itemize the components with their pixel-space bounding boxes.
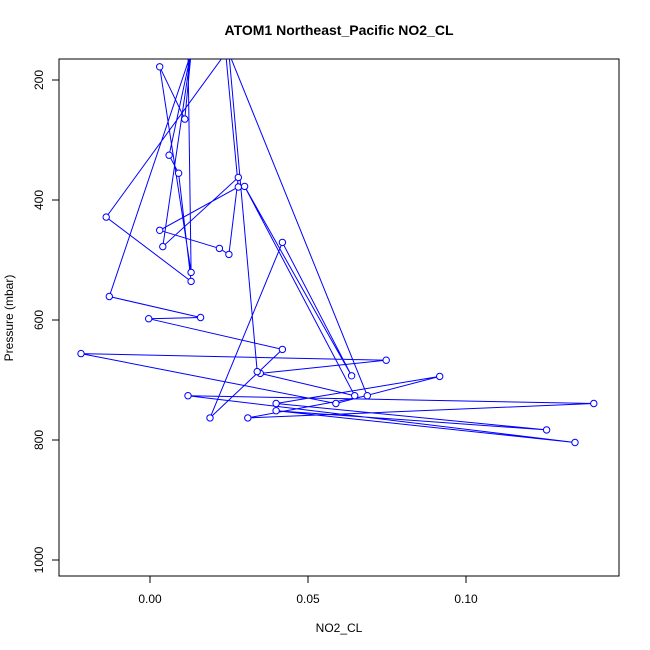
data-point xyxy=(240,182,249,191)
data-point xyxy=(272,407,280,415)
y-tick-label: 400 xyxy=(32,190,46,210)
data-point xyxy=(253,367,261,376)
data-point xyxy=(363,392,371,400)
x-axis-label: NO2_CL xyxy=(316,621,363,635)
y-axis: 200 400 600 800 1000 Pressure (mbar) xyxy=(2,70,60,573)
data-point xyxy=(244,414,252,422)
data-point xyxy=(105,292,114,301)
data-point xyxy=(436,372,444,381)
data-point xyxy=(234,183,243,191)
data-point xyxy=(351,392,359,400)
data-point xyxy=(174,169,183,177)
data-point xyxy=(187,277,195,286)
y-axis-label: Pressure (mbar) xyxy=(2,275,16,362)
data-point xyxy=(156,63,164,71)
data-point xyxy=(223,50,229,56)
data-point xyxy=(347,372,356,380)
data-point xyxy=(225,250,233,259)
x-tick-label: 0.10 xyxy=(454,592,478,606)
series-line xyxy=(80,59,594,443)
data-point xyxy=(185,50,191,56)
x-axis: 0.00 0.05 0.10 NO2_CL xyxy=(138,575,478,635)
data-point xyxy=(278,345,287,354)
data-point xyxy=(165,151,173,159)
y-tick-label: 1000 xyxy=(32,546,46,573)
data-point xyxy=(145,315,153,323)
data-point xyxy=(571,438,579,447)
y-tick-label: 600 xyxy=(32,310,46,330)
data-point xyxy=(77,349,85,358)
y-tick-label: 200 xyxy=(32,70,46,90)
data-point xyxy=(102,213,110,221)
data-point xyxy=(188,50,194,56)
y-tick-label: 800 xyxy=(32,430,46,450)
data-point xyxy=(332,399,340,408)
x-tick-label: 0.00 xyxy=(138,592,162,606)
data-point xyxy=(272,399,280,408)
data-point xyxy=(382,356,390,364)
data-point xyxy=(159,242,167,251)
data-point xyxy=(215,244,224,253)
data-point xyxy=(181,115,189,123)
x-tick-label: 0.05 xyxy=(296,592,320,606)
data-point xyxy=(542,426,551,434)
plot-frame xyxy=(58,58,620,577)
chart-title: ATOM1 Northeast_Pacific NO2_CL xyxy=(225,22,454,38)
data-point xyxy=(187,268,195,277)
data-point xyxy=(226,50,232,56)
data-point xyxy=(206,414,214,422)
data-point xyxy=(188,50,194,56)
data-point xyxy=(184,392,192,400)
plot-area xyxy=(58,50,620,577)
data-point xyxy=(278,238,287,247)
data-point xyxy=(590,399,598,408)
data-point xyxy=(156,226,164,235)
series-layer xyxy=(77,50,598,447)
data-point xyxy=(196,313,205,322)
data-point xyxy=(234,173,243,182)
